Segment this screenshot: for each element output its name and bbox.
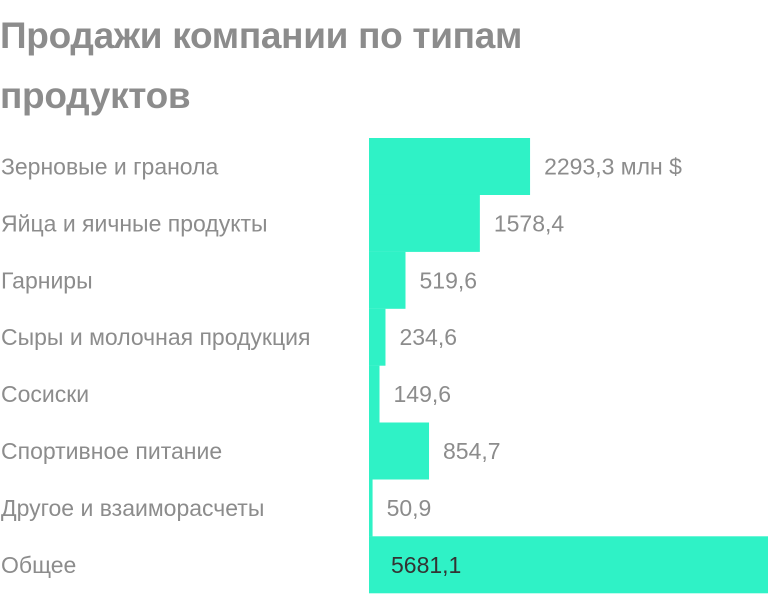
category-label-0: Зерновые и гранола [1, 154, 219, 180]
bar-1 [369, 194, 480, 252]
category-label-4: Сосиски [1, 381, 89, 407]
value-label-7: 5681,1 [391, 552, 461, 578]
value-label-0: 2293,3 млн $ [544, 154, 682, 180]
bar-6 [369, 479, 373, 537]
category-label-1: Яйца и яичные продукты [1, 210, 268, 236]
value-label-4: 149,6 [394, 381, 452, 407]
value-label-3: 234,6 [399, 324, 457, 350]
category-label-6: Другое и взаиморасчеты [1, 495, 264, 521]
bar-7 [369, 536, 768, 594]
category-label-3: Сыры и молочная продукция [1, 324, 310, 350]
category-label-2: Гарниры [1, 267, 93, 293]
bar-5 [369, 422, 430, 480]
bar-3 [369, 308, 386, 366]
value-label-6: 50,9 [387, 495, 432, 521]
chart-title: Продажи компании по типам продуктов [0, 15, 523, 116]
bar-2 [369, 251, 406, 309]
bar-4 [369, 365, 380, 423]
category-label-5: Спортивное питание [1, 438, 222, 464]
bar-0 [369, 138, 531, 195]
category-label-7: Общее [1, 552, 76, 578]
value-label-5: 854,7 [443, 438, 501, 464]
value-label-1: 1578,4 [494, 210, 565, 236]
value-label-2: 519,6 [419, 267, 477, 293]
